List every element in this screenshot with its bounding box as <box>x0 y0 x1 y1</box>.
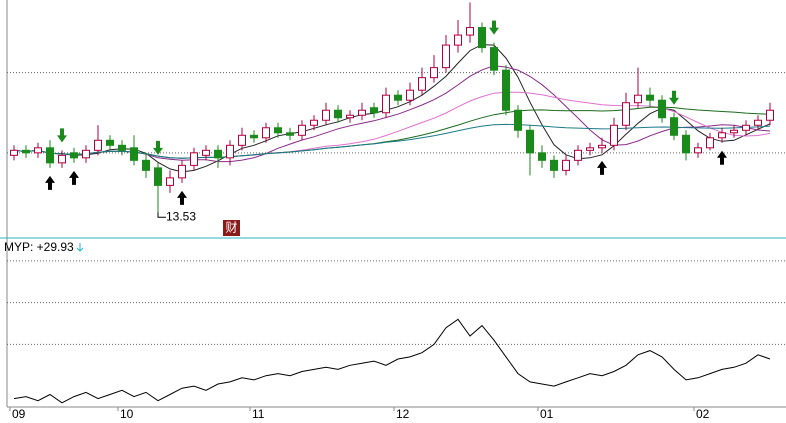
candle-body <box>478 27 486 49</box>
candle-body <box>646 94 654 101</box>
candle-body <box>550 159 558 171</box>
candle-body <box>130 147 138 161</box>
candle-body <box>10 149 18 156</box>
candle-body <box>658 99 666 119</box>
candle-body <box>622 102 630 126</box>
candle-body <box>250 134 258 139</box>
candle-body <box>106 139 114 146</box>
candle-body <box>310 119 318 126</box>
candle-body <box>418 77 426 91</box>
x-tick-label: 12 <box>396 407 410 421</box>
candle-body <box>22 149 30 154</box>
info-icon <box>223 220 240 236</box>
sell-arrow <box>489 20 499 35</box>
candle-body <box>754 119 762 126</box>
candle-body <box>298 124 306 136</box>
x-tick-label: 02 <box>696 407 710 421</box>
candle-body <box>46 147 54 164</box>
sell-arrow <box>669 90 679 105</box>
moving-average <box>13 123 771 159</box>
low-pointer <box>157 212 166 218</box>
candle-body <box>154 167 162 186</box>
candle-body <box>322 109 330 121</box>
candle-body <box>514 109 522 131</box>
indicator-line <box>13 318 771 404</box>
candle-body <box>214 149 222 159</box>
candle-body <box>58 154 66 164</box>
candle-body <box>346 114 354 119</box>
x-tick-label: 10 <box>120 407 134 421</box>
indicator-label: MYP: +29.93 <box>4 240 74 254</box>
candle-body <box>70 152 78 159</box>
candle-body <box>598 144 606 149</box>
candle-body <box>202 149 210 156</box>
candle-body <box>502 69 510 111</box>
candle-body <box>262 127 270 139</box>
candle-body <box>538 152 546 161</box>
candle-body <box>526 129 534 154</box>
buy-arrow <box>177 190 187 205</box>
buy-arrow <box>45 175 55 190</box>
candle-body <box>466 27 474 36</box>
candle-body <box>94 139 102 151</box>
candle-body <box>334 109 342 119</box>
candle-body <box>34 147 42 154</box>
sell-arrow <box>57 128 67 143</box>
candle-body <box>610 124 618 146</box>
candle-body <box>394 94 402 101</box>
candle-body <box>118 144 126 151</box>
candle-body <box>694 147 702 154</box>
buy-arrow <box>597 160 607 175</box>
candle-body <box>718 132 726 139</box>
x-tick-label: 01 <box>540 407 554 421</box>
candle-body <box>730 129 738 134</box>
candle-body <box>742 124 750 131</box>
cursor-arrow <box>76 243 84 252</box>
moving-average <box>13 44 771 173</box>
buy-arrow <box>717 150 727 165</box>
candle-body <box>178 164 186 179</box>
candle-body <box>274 127 282 134</box>
candle-body <box>670 117 678 136</box>
candle-body <box>562 159 570 171</box>
candle-body <box>238 134 246 146</box>
candle-body <box>142 159 150 171</box>
candle-body <box>442 44 450 69</box>
candle-body <box>406 89 414 101</box>
candle-body <box>190 152 198 166</box>
candle-body <box>634 94 642 104</box>
sell-arrow <box>153 140 163 155</box>
candle-body <box>766 109 774 121</box>
candle-body <box>706 137 714 149</box>
candle-body <box>586 147 594 151</box>
x-tick-label: 09 <box>12 407 26 421</box>
candle-body <box>82 149 90 159</box>
candle-body <box>490 47 498 71</box>
candle-body <box>358 109 366 116</box>
candle-body <box>286 132 294 136</box>
candle-body <box>226 144 234 159</box>
buy-arrow <box>69 170 79 185</box>
candle-body <box>430 67 438 79</box>
info-icon-label: 财 <box>225 221 237 235</box>
candle-body <box>574 149 582 161</box>
candle-body <box>382 94 390 114</box>
candle-body <box>454 34 462 46</box>
candle-body <box>682 134 690 154</box>
candle-body <box>166 177 174 186</box>
low-annotation: 13.53 <box>166 209 196 223</box>
x-tick-label: 11 <box>252 407 265 421</box>
candle-body <box>370 107 378 114</box>
